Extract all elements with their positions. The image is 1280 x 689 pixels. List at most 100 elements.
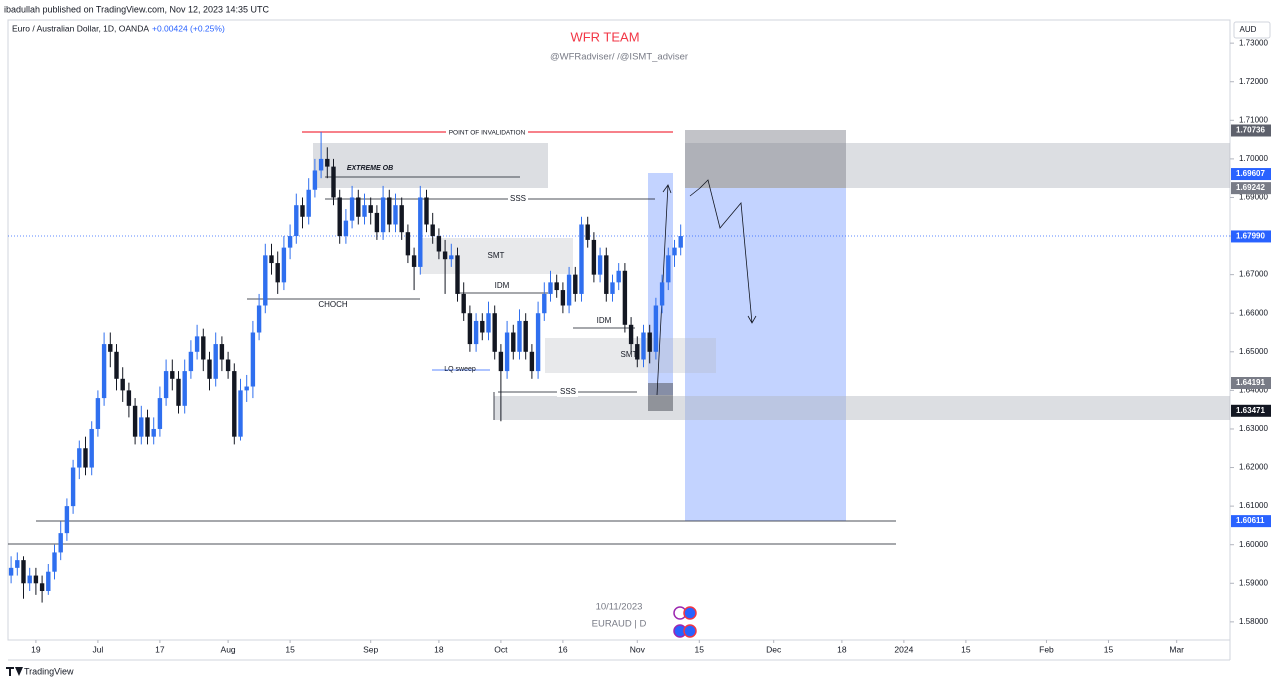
symbol-legend: Euro / Australian Dollar, 1D, OANDA	[12, 23, 149, 33]
candle-body	[504, 332, 510, 372]
candle-body	[535, 313, 541, 372]
price-tag-label: 1.67990	[1236, 232, 1265, 241]
candle-body	[356, 197, 361, 217]
candle-body	[219, 344, 225, 360]
candle-body	[349, 197, 355, 221]
candle-body	[120, 378, 125, 391]
candle-body	[182, 371, 187, 406]
currency-button[interactable]	[1233, 21, 1271, 39]
price-tag-label: 1.60611	[1236, 516, 1265, 525]
candle-body	[188, 351, 194, 372]
candle-body	[306, 189, 311, 217]
annotation: SMT	[621, 350, 638, 359]
candle-body	[101, 344, 107, 399]
price-tag-label: 1.70736	[1236, 126, 1265, 135]
candle-body	[573, 274, 578, 294]
candle-body	[201, 336, 206, 360]
x-tick-label: Feb	[1039, 644, 1054, 654]
price-tag-label: 1.69607	[1236, 169, 1265, 178]
x-tick-label: Sep	[363, 644, 378, 654]
candle-body	[548, 282, 553, 294]
candle-body	[560, 290, 566, 306]
candle-body	[337, 197, 342, 237]
y-tick-label: 1.70000	[1239, 154, 1268, 163]
x-tick-label: Mar	[1169, 644, 1184, 654]
annotation: IDM	[495, 281, 510, 290]
candle-body	[126, 390, 132, 406]
icon	[683, 606, 697, 620]
candle-body	[151, 428, 156, 437]
candle-body	[610, 282, 615, 294]
candle-body	[64, 506, 70, 534]
candle-body	[399, 205, 404, 233]
candle-body	[666, 255, 671, 283]
candle-body	[89, 428, 94, 468]
candle-body	[566, 274, 572, 306]
candle-body	[517, 320, 522, 352]
candle-body	[281, 247, 287, 283]
candle-body	[455, 255, 460, 294]
candle-body	[114, 351, 119, 379]
annotation: SSS	[510, 194, 526, 203]
annotation: EXTREME OB	[347, 165, 393, 172]
y-tick-label: 1.72000	[1239, 77, 1268, 86]
x-tick-label: 17	[155, 644, 165, 654]
candle-body	[225, 359, 231, 372]
published-line: ibadullah published on TradingView.com, …	[4, 4, 270, 14]
price-tag	[1231, 515, 1271, 528]
candle-body	[300, 205, 305, 217]
candle-body	[585, 224, 590, 240]
candle-body	[157, 398, 163, 429]
x-tick-label: Jul	[92, 644, 103, 654]
candle-body	[424, 197, 429, 225]
candle-body	[39, 583, 45, 592]
candle-body	[46, 571, 51, 592]
candle-body	[411, 255, 417, 267]
icon	[683, 624, 697, 638]
x-tick-label: Dec	[766, 644, 782, 654]
candle-body	[52, 552, 57, 572]
x-tick-label: 15	[285, 644, 295, 654]
candles	[8, 131, 683, 603]
x-tick-label: 18	[434, 644, 444, 654]
currency-label: AUD	[1240, 25, 1257, 34]
candle-body	[480, 320, 485, 333]
candle-body	[418, 197, 423, 267]
candle-body	[8, 567, 14, 576]
candle-body	[387, 197, 392, 225]
price-tag	[1231, 182, 1271, 195]
price-tag-label: 1.63471	[1236, 406, 1265, 415]
price-tag-label: 1.64191	[1236, 378, 1265, 387]
candle-body	[647, 332, 652, 352]
candle-body	[163, 371, 169, 399]
candle-body	[678, 236, 683, 248]
axes: 1.58000 1.59000 1.60000 1.61000 1.62000 1.630…	[31, 38, 1271, 654]
candle-body	[436, 236, 442, 252]
annotation: CHOCH	[318, 300, 348, 309]
x-tick-label: Oct	[494, 644, 508, 654]
sweep-zone	[648, 383, 673, 411]
price-tag	[1231, 168, 1271, 181]
y-tick-label: 1.63000	[1239, 424, 1268, 433]
candle-body	[374, 212, 380, 233]
annotation: LQ sweep	[444, 366, 476, 373]
price-tag	[1231, 230, 1271, 243]
candle-body	[529, 351, 535, 372]
y-tick-label: 1.71000	[1239, 115, 1268, 124]
candle-body	[368, 205, 373, 213]
candle-body	[15, 560, 20, 568]
brand-name: TradingView	[24, 666, 74, 676]
candle-body	[486, 313, 491, 333]
candle-body	[325, 158, 330, 167]
candle-body	[256, 305, 262, 333]
candle-body	[393, 205, 398, 225]
candle-body	[498, 351, 504, 372]
y-tick-label: 1.60000	[1239, 540, 1268, 549]
price-tag	[1231, 124, 1271, 137]
candle-body	[312, 170, 318, 190]
candle-body	[641, 332, 646, 360]
candle-body	[263, 255, 268, 306]
candle-body	[33, 575, 39, 584]
